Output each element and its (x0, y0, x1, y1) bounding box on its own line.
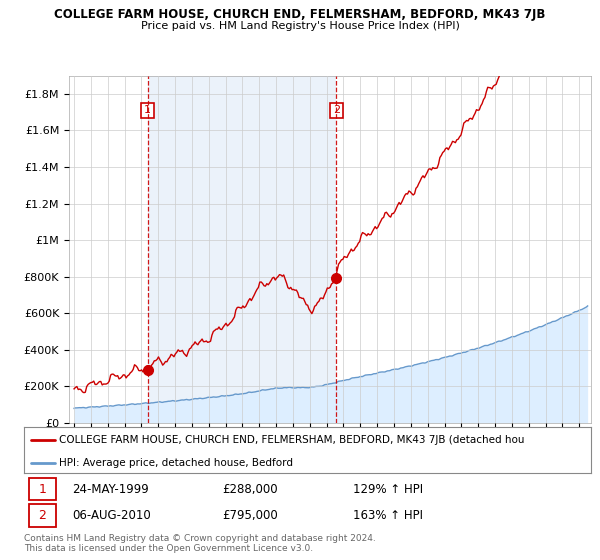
Text: 2: 2 (333, 105, 340, 115)
FancyBboxPatch shape (29, 504, 56, 526)
Text: Contains HM Land Registry data © Crown copyright and database right 2024.
This d: Contains HM Land Registry data © Crown c… (24, 534, 376, 553)
Text: 24-MAY-1999: 24-MAY-1999 (72, 483, 149, 496)
Text: 163% ↑ HPI: 163% ↑ HPI (353, 509, 423, 522)
Text: £288,000: £288,000 (223, 483, 278, 496)
Text: COLLEGE FARM HOUSE, CHURCH END, FELMERSHAM, BEDFORD, MK43 7JB: COLLEGE FARM HOUSE, CHURCH END, FELMERSH… (55, 8, 545, 21)
Text: COLLEGE FARM HOUSE, CHURCH END, FELMERSHAM, BEDFORD, MK43 7JB (detached hou: COLLEGE FARM HOUSE, CHURCH END, FELMERSH… (59, 435, 524, 445)
FancyBboxPatch shape (29, 478, 56, 501)
Text: 129% ↑ HPI: 129% ↑ HPI (353, 483, 423, 496)
Text: Price paid vs. HM Land Registry's House Price Index (HPI): Price paid vs. HM Land Registry's House … (140, 21, 460, 31)
Text: HPI: Average price, detached house, Bedford: HPI: Average price, detached house, Bedf… (59, 458, 293, 468)
Text: 1: 1 (38, 483, 46, 496)
Text: 06-AUG-2010: 06-AUG-2010 (72, 509, 151, 522)
Text: 2: 2 (38, 509, 46, 522)
Text: 1: 1 (144, 105, 151, 115)
Bar (148, 76, 337, 423)
Text: £795,000: £795,000 (223, 509, 278, 522)
